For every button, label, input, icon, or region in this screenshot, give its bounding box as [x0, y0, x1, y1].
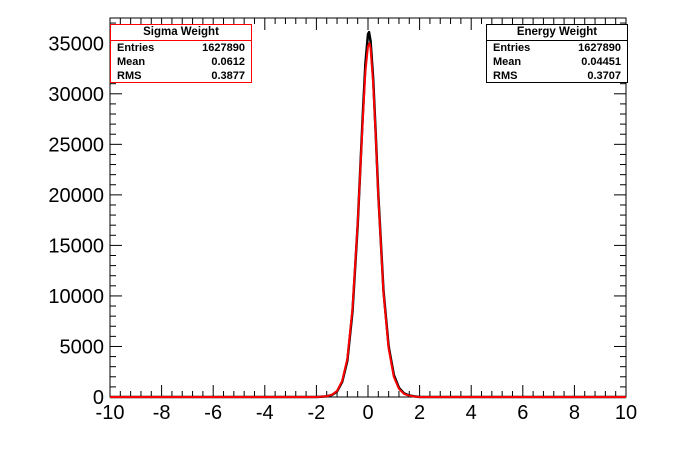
- series-group: [110, 30, 626, 399]
- x-tick-label: 2: [414, 402, 425, 424]
- energy-weight-series-line: [110, 30, 626, 399]
- y-tick-label: 30000: [48, 84, 104, 106]
- sigma-entries-value: 1627890: [202, 42, 245, 54]
- y-tick-label: 0: [93, 387, 104, 409]
- sigma-entries-row: Entries 1627890: [111, 41, 251, 55]
- y-tick-labels: 0 5000 10000 15000 20000 25000 30000 35000: [48, 33, 104, 409]
- sigma-mean-row: Mean 0.0612: [111, 55, 251, 69]
- energy-mean-row: Mean 0.04451: [487, 55, 627, 69]
- sigma-stats-title: Sigma Weight: [111, 25, 251, 41]
- sigma-weight-series-line: [110, 42, 626, 398]
- x-tick-label: -10: [96, 402, 125, 424]
- y-tick-label: 5000: [60, 336, 105, 358]
- x-tick-label: -8: [153, 402, 171, 424]
- x-tick-label: 6: [517, 402, 528, 424]
- energy-entries-row: Entries 1627890: [487, 41, 627, 55]
- energy-rms-label: RMS: [493, 70, 518, 82]
- sigma-weight-stats-box: Sigma Weight Entries 1627890 Mean 0.0612…: [110, 24, 252, 83]
- energy-mean-value: 0.04451: [581, 56, 621, 68]
- energy-stats-title: Energy Weight: [487, 25, 627, 41]
- x-tick-label: 0: [362, 402, 373, 424]
- x-tick-label: 10: [615, 402, 637, 424]
- energy-rms-row: RMS 0.3707: [487, 69, 627, 83]
- energy-mean-label: Mean: [493, 56, 522, 68]
- sigma-entries-label: Entries: [117, 42, 155, 54]
- x-tick-label: 4: [466, 402, 477, 424]
- y-tick-label: 10000: [48, 286, 104, 308]
- x-tick-label: -6: [204, 402, 222, 424]
- sigma-rms-row: RMS 0.3877: [111, 69, 251, 83]
- y-tick-label: 35000: [48, 33, 104, 55]
- x-tick-label: -4: [256, 402, 274, 424]
- energy-entries-label: Entries: [493, 42, 531, 54]
- sigma-mean-value: 0.0612: [211, 56, 245, 68]
- x-tick-label: -2: [308, 402, 326, 424]
- energy-entries-value: 1627890: [578, 42, 621, 54]
- sigma-rms-value: 0.3877: [211, 70, 245, 82]
- energy-weight-stats-box: Energy Weight Entries 1627890 Mean 0.044…: [486, 24, 628, 83]
- y-tick-label: 20000: [48, 185, 104, 207]
- x-tick-labels: -10 -8 -6 -4 -2 0 2 4 6 8 10: [96, 402, 638, 424]
- y-tick-label: 15000: [48, 235, 104, 257]
- sigma-mean-label: Mean: [117, 56, 146, 68]
- energy-rms-value: 0.3707: [587, 70, 621, 82]
- sigma-rms-label: RMS: [117, 70, 142, 82]
- y-tick-label: 25000: [48, 134, 104, 156]
- x-tick-label: 8: [569, 402, 580, 424]
